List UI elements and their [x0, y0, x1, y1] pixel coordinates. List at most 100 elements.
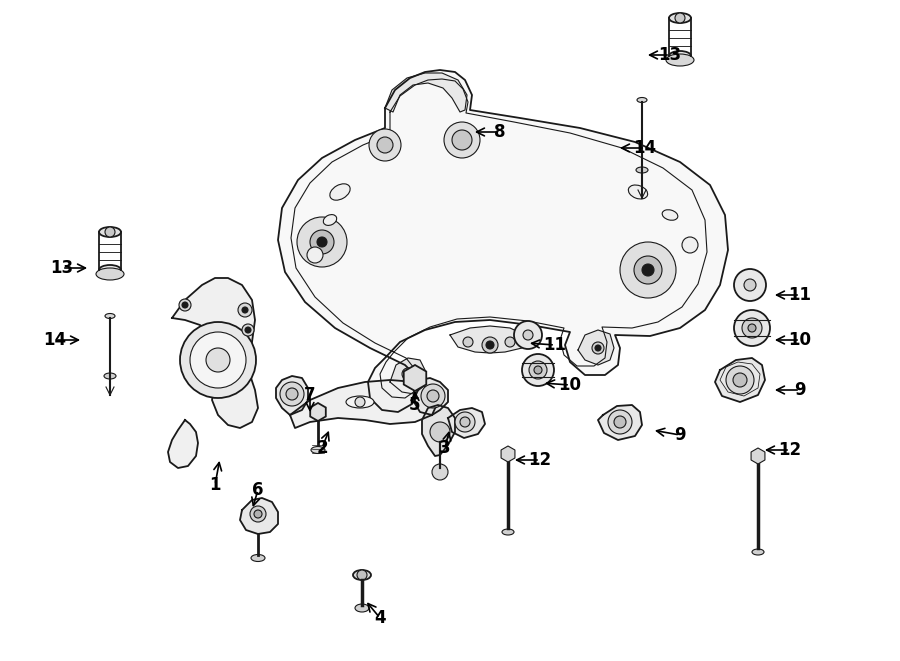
- Circle shape: [748, 324, 756, 332]
- Ellipse shape: [502, 529, 514, 535]
- Polygon shape: [578, 330, 614, 365]
- Circle shape: [486, 341, 494, 349]
- Circle shape: [355, 397, 365, 407]
- Circle shape: [182, 302, 188, 308]
- Circle shape: [726, 366, 754, 394]
- Circle shape: [452, 130, 472, 150]
- Circle shape: [505, 337, 515, 347]
- Circle shape: [592, 342, 604, 354]
- Polygon shape: [715, 358, 765, 402]
- Text: 10: 10: [788, 331, 812, 349]
- Circle shape: [180, 322, 256, 398]
- Ellipse shape: [105, 313, 115, 319]
- Text: 8: 8: [494, 123, 506, 141]
- Text: 9: 9: [794, 381, 806, 399]
- Text: 11: 11: [788, 286, 812, 304]
- Ellipse shape: [323, 215, 337, 225]
- Circle shape: [514, 321, 542, 349]
- Polygon shape: [172, 278, 258, 428]
- Circle shape: [529, 361, 547, 379]
- Circle shape: [427, 390, 439, 402]
- Circle shape: [742, 318, 762, 338]
- Ellipse shape: [104, 373, 116, 379]
- Ellipse shape: [669, 51, 691, 61]
- Circle shape: [595, 345, 601, 351]
- Text: 12: 12: [528, 451, 552, 469]
- Circle shape: [534, 366, 542, 374]
- Circle shape: [242, 307, 248, 313]
- Circle shape: [357, 570, 367, 580]
- Polygon shape: [414, 378, 448, 415]
- Ellipse shape: [311, 446, 325, 453]
- Ellipse shape: [330, 184, 350, 200]
- Ellipse shape: [752, 549, 764, 555]
- Circle shape: [608, 410, 632, 434]
- Text: 10: 10: [559, 376, 581, 394]
- Circle shape: [682, 237, 698, 253]
- Circle shape: [522, 354, 554, 386]
- Ellipse shape: [355, 604, 369, 612]
- Circle shape: [250, 506, 266, 522]
- Circle shape: [369, 129, 401, 161]
- Polygon shape: [240, 498, 278, 534]
- Polygon shape: [385, 73, 467, 112]
- Polygon shape: [290, 380, 438, 428]
- Ellipse shape: [666, 54, 694, 66]
- Circle shape: [105, 227, 115, 237]
- Circle shape: [430, 422, 450, 442]
- Circle shape: [444, 122, 480, 158]
- Ellipse shape: [628, 185, 648, 199]
- Circle shape: [310, 230, 334, 254]
- Circle shape: [432, 464, 448, 480]
- Circle shape: [179, 299, 191, 311]
- Polygon shape: [276, 376, 308, 415]
- Circle shape: [254, 510, 262, 518]
- Text: 14: 14: [634, 139, 657, 157]
- Polygon shape: [278, 70, 728, 412]
- Circle shape: [377, 137, 393, 153]
- Circle shape: [675, 13, 685, 23]
- Circle shape: [642, 264, 654, 276]
- Ellipse shape: [669, 13, 691, 23]
- Circle shape: [734, 310, 770, 346]
- Circle shape: [307, 247, 323, 263]
- Circle shape: [402, 368, 414, 380]
- Text: 7: 7: [304, 386, 316, 404]
- Circle shape: [409, 372, 421, 384]
- Text: 13: 13: [50, 259, 74, 277]
- Circle shape: [238, 303, 252, 317]
- Text: 1: 1: [209, 476, 220, 494]
- Circle shape: [734, 269, 766, 301]
- Circle shape: [463, 337, 473, 347]
- Circle shape: [733, 373, 747, 387]
- Ellipse shape: [637, 98, 647, 102]
- Circle shape: [242, 324, 254, 336]
- Text: 9: 9: [674, 426, 686, 444]
- Circle shape: [286, 388, 298, 400]
- Circle shape: [421, 384, 445, 408]
- Ellipse shape: [346, 396, 374, 408]
- Circle shape: [460, 417, 470, 427]
- Text: 11: 11: [544, 336, 566, 354]
- Polygon shape: [390, 358, 426, 394]
- Circle shape: [280, 382, 304, 406]
- Text: 3: 3: [439, 439, 451, 457]
- Ellipse shape: [96, 268, 124, 280]
- Text: 2: 2: [316, 439, 328, 457]
- Ellipse shape: [662, 210, 678, 220]
- Ellipse shape: [99, 227, 121, 237]
- Text: 5: 5: [410, 396, 421, 414]
- Polygon shape: [168, 420, 198, 468]
- Text: 6: 6: [252, 481, 264, 499]
- Ellipse shape: [636, 167, 648, 173]
- Polygon shape: [448, 408, 485, 438]
- Circle shape: [744, 279, 756, 291]
- Text: 14: 14: [43, 331, 67, 349]
- Circle shape: [482, 337, 498, 353]
- Circle shape: [634, 256, 662, 284]
- Polygon shape: [450, 326, 525, 353]
- Polygon shape: [598, 405, 642, 440]
- Circle shape: [206, 348, 230, 372]
- Text: 12: 12: [778, 441, 802, 459]
- Circle shape: [190, 332, 246, 388]
